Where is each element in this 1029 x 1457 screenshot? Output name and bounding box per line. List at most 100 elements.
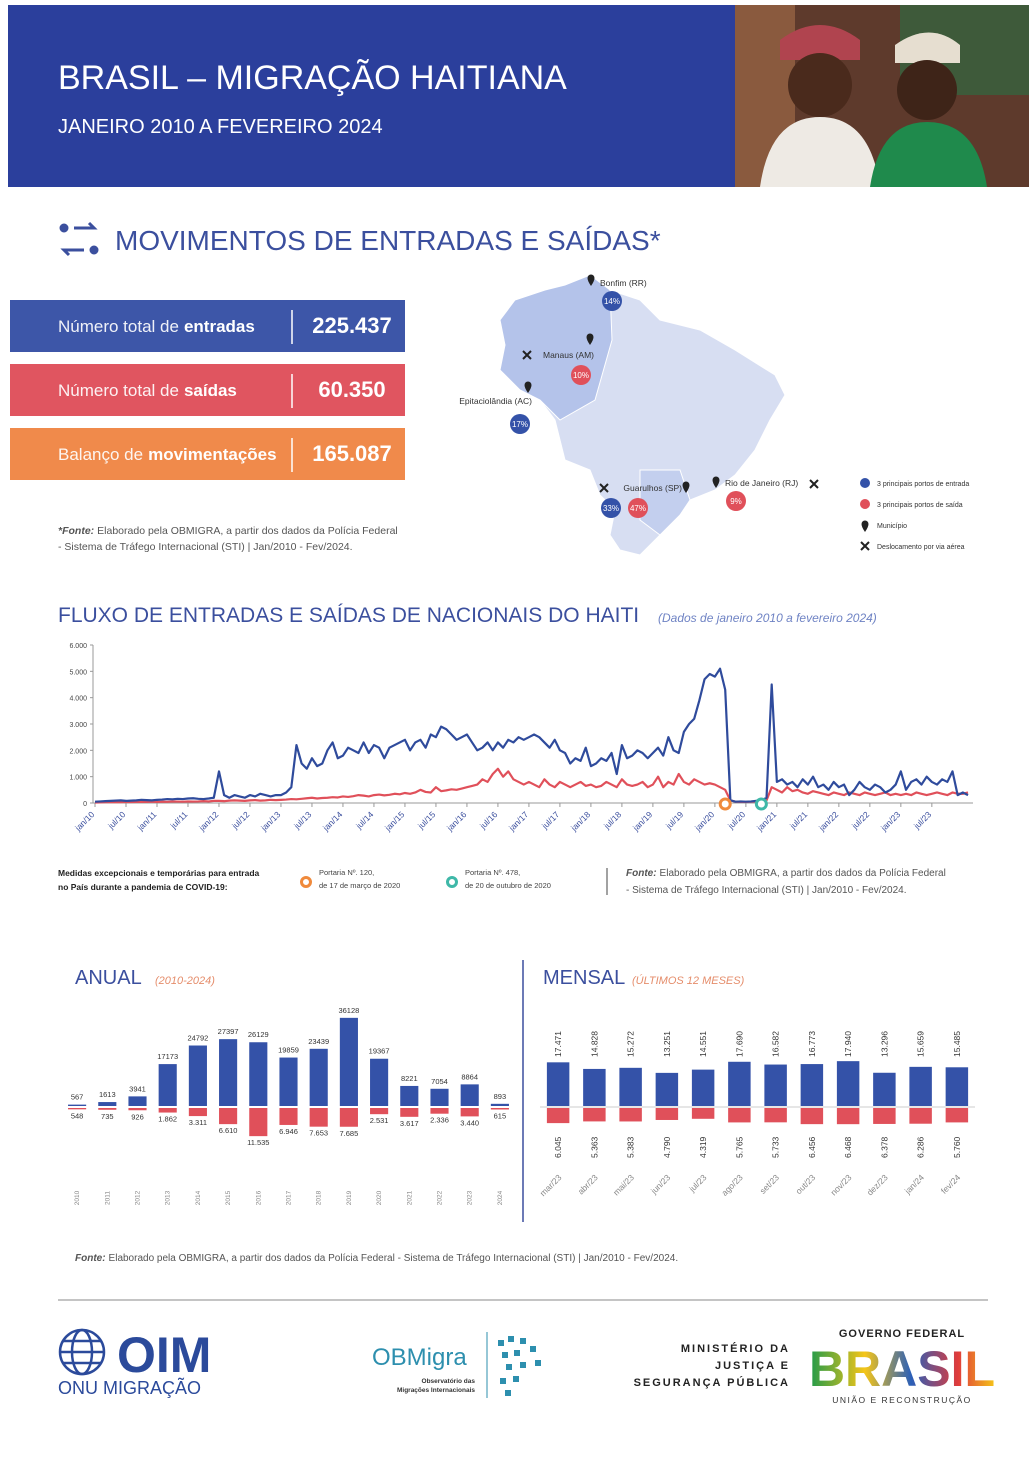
stat-value: 165.087 xyxy=(312,441,392,466)
chart-source-text: - Sistema de Tráfego Internacional (STI)… xyxy=(626,885,907,896)
value-label: 3.440 xyxy=(460,1118,479,1127)
annotation-label: Portaria Nº. 120, xyxy=(319,868,374,877)
bar-exits xyxy=(400,1108,418,1117)
chart-source-text: Elaborado pela OBMIGRA, a partir dos dad… xyxy=(660,868,946,879)
stat-label-text: Número total de xyxy=(58,381,179,400)
ministry-name: JUSTIÇA E xyxy=(715,1360,790,1372)
value-label: 5.760 xyxy=(952,1136,962,1158)
x-tick-label: 2022 xyxy=(437,1190,444,1205)
bar-exits xyxy=(370,1108,388,1114)
stat-value: 60.350 xyxy=(318,377,385,402)
footer-source-text: Elaborado pela OBMIGRA, a partir dos dad… xyxy=(109,1253,679,1264)
x-tick-label: jan/12 xyxy=(196,809,220,833)
x-tick-label: jul/23 xyxy=(686,1172,708,1194)
series-line xyxy=(95,669,968,802)
chart-title: MENSAL xyxy=(543,967,625,989)
x-tick-label: out/23 xyxy=(794,1172,818,1196)
bar-entries xyxy=(128,1096,146,1106)
chart-subtitle: (ÚLTIMOS 12 MESES) xyxy=(632,974,745,987)
chart-title: FLUXO DE ENTRADAS E SAÍDAS DE NACIONAIS … xyxy=(58,604,639,627)
port-share: 10% xyxy=(573,371,589,380)
y-tick-label: 6.000 xyxy=(69,643,87,650)
bar-exits xyxy=(491,1108,509,1110)
x-tick-label: jan/11 xyxy=(135,809,159,833)
header-title: BRASIL – MIGRAÇÃO HAITIANA xyxy=(58,59,567,97)
x-tick-label: jul/23 xyxy=(911,809,933,831)
port-share: 9% xyxy=(730,497,742,506)
value-label: 6.456 xyxy=(807,1136,817,1158)
value-label: 16.773 xyxy=(807,1031,817,1057)
x-tick-label: jan/18 xyxy=(568,809,592,833)
bar-entries xyxy=(491,1104,509,1106)
chart-subtitle: (Dados de janeiro 2010 a fevereiro 2024) xyxy=(658,611,877,625)
value-label: 6.378 xyxy=(879,1136,889,1158)
chart-subtitle: (2010-2024) xyxy=(155,975,215,987)
x-tick-label: 2014 xyxy=(195,1190,202,1205)
x-tick-label: 2013 xyxy=(165,1190,172,1205)
footnote-text: - Sistema de Tráfego Internacional (STI)… xyxy=(58,541,353,553)
annotation-label: de 20 de outubro de 2020 xyxy=(465,881,551,890)
bar-entries xyxy=(837,1061,859,1106)
x-tick-label: abr/23 xyxy=(576,1172,600,1196)
x-tick-label: jul/20 xyxy=(725,809,747,831)
value-label: 17.690 xyxy=(734,1031,744,1057)
obmigra-mark xyxy=(498,1336,541,1396)
bar-entries xyxy=(400,1086,418,1106)
value-label: 3941 xyxy=(129,1084,146,1093)
x-tick-label: jul/21 xyxy=(787,809,809,831)
bar-entries xyxy=(946,1067,968,1106)
value-label: 8221 xyxy=(401,1074,418,1083)
bar-exits xyxy=(98,1108,116,1110)
bar-exits xyxy=(249,1108,267,1136)
x-tick-label: 2024 xyxy=(497,1190,504,1205)
y-tick-label: 4.000 xyxy=(69,696,87,703)
stat-label-emphasis: movimentações xyxy=(148,445,277,464)
bar-entries xyxy=(619,1068,641,1106)
legend-marker xyxy=(302,878,311,887)
value-label: 7.685 xyxy=(340,1129,359,1138)
value-label: 893 xyxy=(494,1092,507,1101)
value-label: 19367 xyxy=(369,1047,390,1056)
bar-exits xyxy=(801,1108,823,1124)
value-label: 3.617 xyxy=(400,1119,419,1128)
government-top: GOVERNO FEDERAL xyxy=(839,1328,965,1340)
legend-label: Município xyxy=(877,523,907,530)
value-label: 6.610 xyxy=(219,1126,238,1135)
plane-icon xyxy=(810,480,818,488)
pin-icon xyxy=(862,521,869,533)
bar-exits xyxy=(728,1108,750,1122)
legend-swatch xyxy=(860,478,870,488)
value-label: 4.790 xyxy=(662,1136,672,1158)
y-tick-label: 5.000 xyxy=(69,669,87,676)
footnote-text: Elaborado pela OBMIGRA, a partir dos dad… xyxy=(97,525,398,537)
bar-exits xyxy=(279,1108,297,1125)
value-label: 6.468 xyxy=(843,1136,853,1158)
bar-entries xyxy=(68,1105,86,1106)
section-title: MOVIMENTOS DE ENTRADAS E SAÍDAS* xyxy=(115,225,661,256)
bar-entries xyxy=(909,1067,931,1106)
bar-entries xyxy=(340,1018,358,1106)
legend-swatch xyxy=(860,499,870,509)
value-label: 17173 xyxy=(157,1052,178,1061)
bar-exits xyxy=(547,1108,569,1123)
bar-entries xyxy=(189,1046,207,1106)
bar-exits xyxy=(873,1108,895,1124)
bar-exits xyxy=(128,1108,146,1110)
y-tick-label: 3.000 xyxy=(69,722,87,729)
value-label: 1.862 xyxy=(158,1115,177,1124)
value-label: 24792 xyxy=(187,1034,208,1043)
obmigra-name: OBMigra xyxy=(372,1344,467,1371)
x-tick-label: 2015 xyxy=(225,1190,232,1205)
bar-exits xyxy=(219,1108,237,1124)
legend-label: 3 principais portos de entrada xyxy=(877,481,969,488)
bar-entries xyxy=(159,1064,177,1106)
bar-entries xyxy=(728,1062,750,1106)
value-label: 26129 xyxy=(248,1030,269,1039)
value-label: 6.286 xyxy=(916,1136,926,1158)
x-tick-label: jan/24 xyxy=(902,1172,926,1196)
x-tick-label: jul/17 xyxy=(539,809,561,831)
stat-label: Número total desaídas xyxy=(58,381,237,400)
value-label: 14.551 xyxy=(698,1031,708,1057)
chart-title: ANUAL xyxy=(75,967,142,989)
x-tick-label: jul/13 xyxy=(291,809,313,831)
